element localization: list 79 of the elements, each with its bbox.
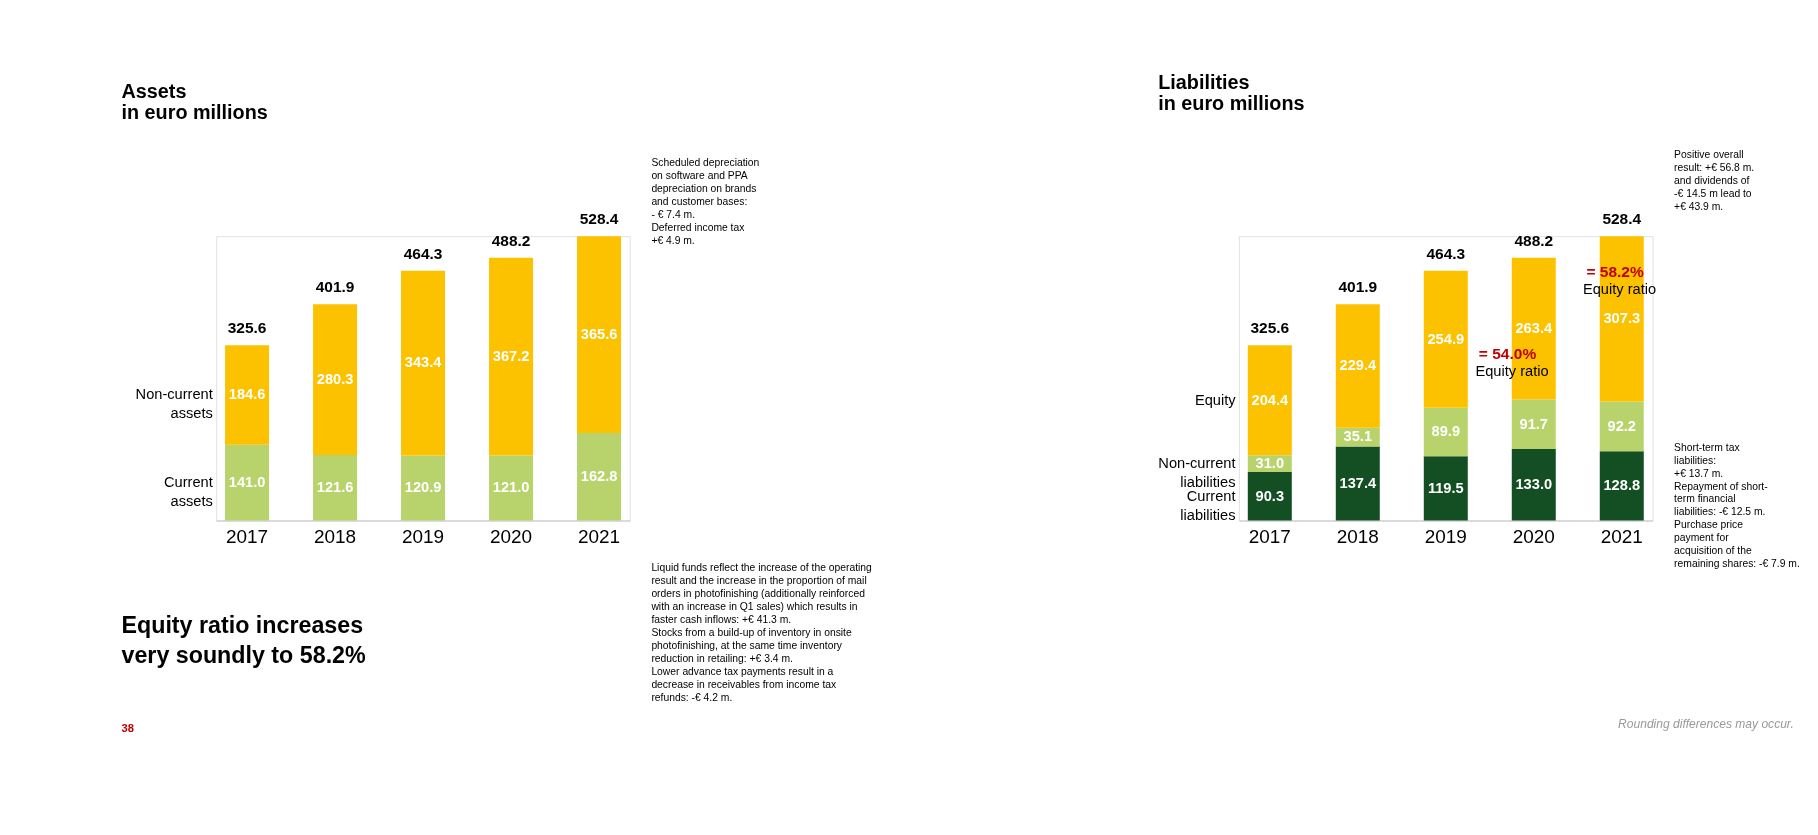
series-label: Current assets [164, 473, 213, 509]
data-label: 120.9 [404, 479, 442, 496]
total-label: 325.6 [1250, 319, 1290, 337]
data-label: 128.8 [1603, 477, 1641, 494]
x-tick-label: 2021 [577, 525, 621, 547]
data-label: 254.9 [1427, 330, 1465, 347]
text: 38 [121, 721, 134, 734]
data-label: 263.4 [1515, 320, 1553, 337]
bar [1423, 456, 1468, 521]
x-tick-label: 2017 [225, 525, 269, 547]
data-label: 343.4 [404, 354, 443, 371]
x-tick-label: 2019 [1424, 525, 1467, 547]
data-label: 133.0 [1515, 476, 1553, 493]
x-tick-label: 2017 [1248, 525, 1291, 547]
bar [313, 455, 358, 521]
bar [225, 345, 270, 445]
data-label: 229.4 [1339, 357, 1377, 374]
bar [1335, 446, 1380, 521]
bar [577, 236, 622, 433]
x-tick-label: 2018 [1336, 525, 1379, 547]
data-label: 367.2 [492, 347, 530, 364]
x-tick-label: 2020 [1512, 525, 1555, 547]
data-label: 307.3 [1603, 310, 1641, 327]
x-tick-label: 2020 [489, 525, 533, 547]
x-tick-label: 2021 [1600, 525, 1643, 547]
series-label: Current liabilities [1180, 487, 1236, 523]
bar [1599, 451, 1644, 521]
chart-title: Liabilities in euro millions [1158, 70, 1305, 115]
bar [489, 257, 534, 456]
series-label: Non-current liabilities [1158, 454, 1236, 490]
x-tick-label: 2018 [313, 525, 357, 547]
chart-title: Assets in euro millions [121, 79, 268, 124]
data-label: 137.4 [1339, 474, 1377, 491]
data-label: 89.9 [1431, 423, 1461, 440]
text: Short-term tax liabilities: +€ 13.7 m. Repayment of short- term financial liabilities: -€ 12.5 m. Purchase price payment for acquisition of the remaining shares: -€ 7.9 m. [1674, 441, 1800, 570]
bar [1511, 399, 1556, 449]
total-label: 401.9 [315, 278, 355, 296]
total-label: 488.2 [491, 231, 531, 249]
data-label: 204.4 [1251, 391, 1289, 408]
total-label: 325.6 [227, 319, 267, 337]
series-label: Non-current assets [135, 386, 213, 422]
text: Rounding differences may occur. [1618, 717, 1794, 732]
data-label: 92.2 [1607, 417, 1637, 434]
series-label: Equity [1194, 391, 1237, 408]
data-label: 184.6 [228, 386, 266, 403]
data-label: 121.6 [316, 479, 354, 496]
bar [401, 455, 446, 521]
bar [1247, 345, 1292, 456]
data-label: 90.3 [1255, 487, 1285, 504]
data-label: 31.0 [1255, 454, 1285, 471]
bar [225, 444, 270, 521]
data-label: 280.3 [316, 371, 354, 388]
data-label: 121.0 [492, 479, 530, 496]
text: Positive overall result: +€ 56.8 m. and dividends of -€ 14.5 m lead to +€ 43.9 m. [1674, 148, 1755, 212]
bar [1335, 304, 1380, 428]
text: Scheduled depreciation on software and PPA depreciation on brands and customer bases: - € 7.4 m. Deferred income tax +€ 4.9 m. [651, 157, 760, 246]
bar [313, 304, 358, 456]
total-label: 401.9 [1338, 278, 1378, 296]
x-tick-label: 2019 [401, 525, 445, 547]
bar [1511, 448, 1556, 521]
data-label: 119.5 [1427, 479, 1464, 496]
bar [489, 455, 534, 521]
bar [1423, 270, 1468, 408]
bar [577, 432, 622, 521]
data-label: 91.7 [1519, 415, 1549, 432]
data-label: 365.6 [580, 325, 618, 342]
text: Liquid funds reflect the increase of the operating result and the increase in the proportion of mail orders in photofinishing (additionally reinforced with an increase in Q1 sales) which results in faster cash inflows: +€ 41.3 m. Stocks from a build-up of inventory in onsite photofinishing, at the same time inventory reduction in retailing: +€ 3.4 m. Lower advance tax payments result in a decrease in receivables from income tax refunds: -€ 4.2 m. [651, 562, 872, 703]
total-label: 488.2 [1514, 231, 1554, 249]
data-label: 141.0 [228, 473, 266, 490]
data-label: 162.8 [580, 468, 618, 485]
total-label: 464.3 [403, 244, 443, 262]
bar [1599, 401, 1644, 452]
text: Equity ratio increases very soundly to 58.2% [121, 612, 367, 668]
total-label: 528.4 [1602, 210, 1642, 228]
bar [1247, 471, 1292, 521]
data-label: 35.1 [1343, 428, 1373, 445]
total-label: 464.3 [1426, 244, 1466, 262]
bar [401, 270, 446, 456]
total-label: 528.4 [579, 210, 619, 228]
